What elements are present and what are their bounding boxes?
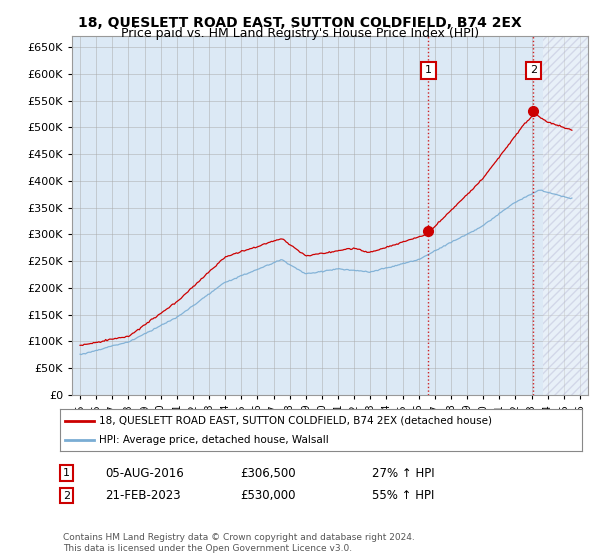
Text: 21-FEB-2023: 21-FEB-2023 — [105, 489, 181, 502]
Text: 27% ↑ HPI: 27% ↑ HPI — [372, 466, 434, 480]
Text: 1: 1 — [425, 66, 432, 76]
Text: 05-AUG-2016: 05-AUG-2016 — [105, 466, 184, 480]
Text: 1: 1 — [63, 468, 70, 478]
Bar — [543, 36, 600, 395]
Text: 2: 2 — [63, 491, 70, 501]
Text: £306,500: £306,500 — [240, 466, 296, 480]
Text: 18, QUESLETT ROAD EAST, SUTTON COLDFIELD, B74 2EX (detached house): 18, QUESLETT ROAD EAST, SUTTON COLDFIELD… — [99, 416, 492, 426]
Text: £530,000: £530,000 — [240, 489, 296, 502]
Text: 55% ↑ HPI: 55% ↑ HPI — [372, 489, 434, 502]
Text: HPI: Average price, detached house, Walsall: HPI: Average price, detached house, Wals… — [99, 435, 329, 445]
Text: Contains HM Land Registry data © Crown copyright and database right 2024.
This d: Contains HM Land Registry data © Crown c… — [63, 533, 415, 553]
Text: 18, QUESLETT ROAD EAST, SUTTON COLDFIELD, B74 2EX: 18, QUESLETT ROAD EAST, SUTTON COLDFIELD… — [78, 16, 522, 30]
Text: Price paid vs. HM Land Registry's House Price Index (HPI): Price paid vs. HM Land Registry's House … — [121, 27, 479, 40]
Text: 2: 2 — [530, 66, 537, 76]
